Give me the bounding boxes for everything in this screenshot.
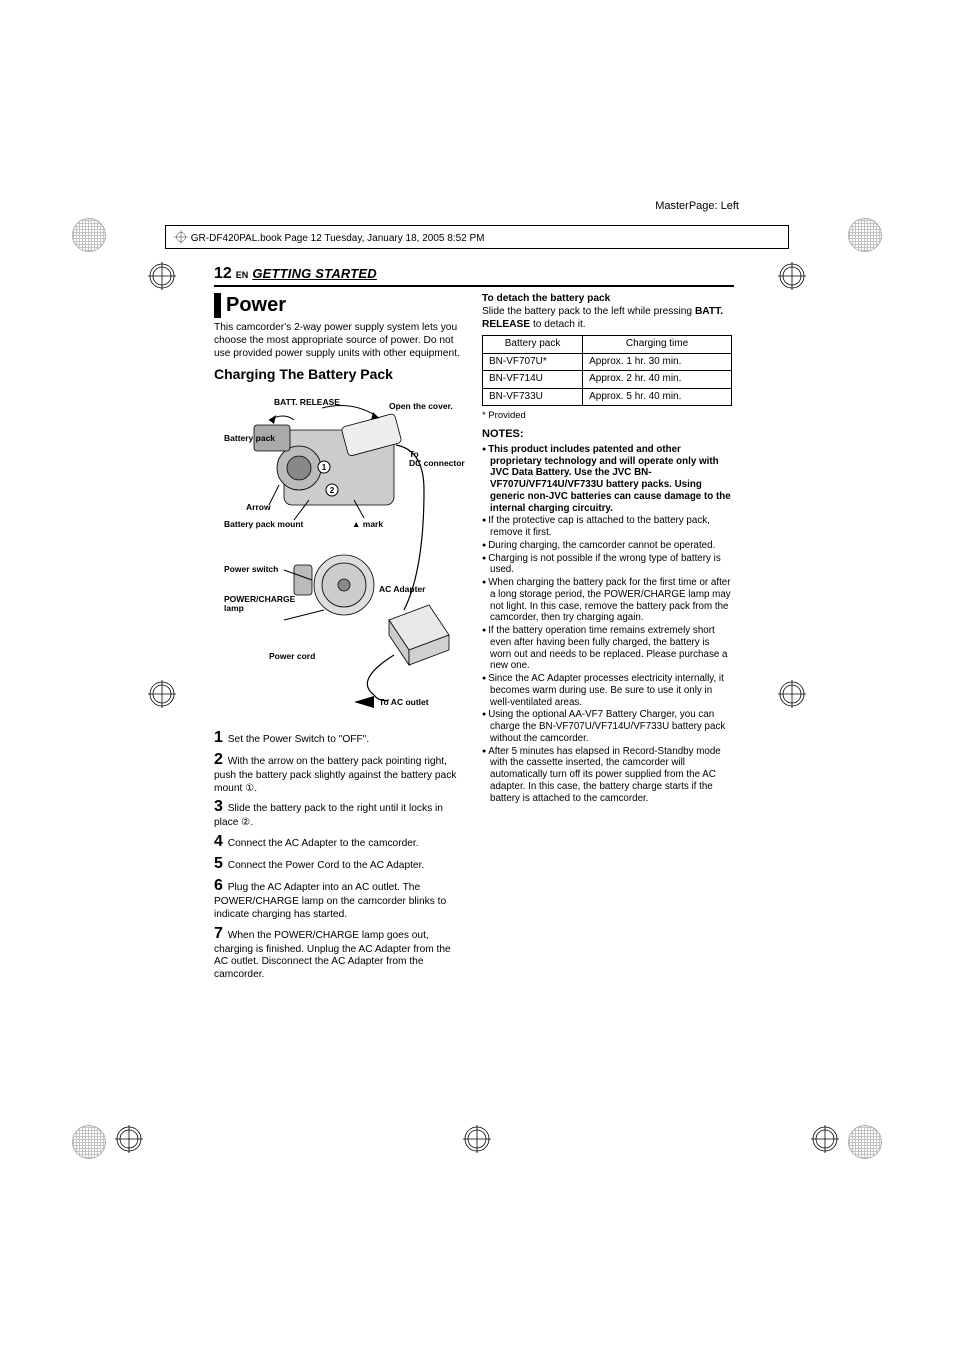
step-1: 1 Set the Power Switch to "OFF". [214,728,464,748]
step-4: 4 Connect the AC Adapter to the camcorde… [214,832,464,852]
print-globe-mark [72,1125,106,1159]
notes-list: This product includes patented and other… [482,444,732,805]
left-column: Power This camcorder's 2-way power suppl… [214,293,464,984]
book-metadata-text: GR-DF420PAL.book Page 12 Tuesday, Januar… [191,233,485,244]
note-item: Using the optional AA-VF7 Battery Charge… [482,709,732,744]
registration-mark [811,1125,839,1153]
table-row: BN-VF714UApprox. 2 hr. 40 min. [483,371,732,389]
label-bpm: Battery pack mount [224,520,303,529]
label-battery-pack: Battery pack [224,434,275,443]
right-column: To detach the battery pack Slide the bat… [482,293,732,984]
step-2: 2 With the arrow on the battery pack poi… [214,750,464,796]
running-head: 12 EN GETTING STARTED [214,265,734,287]
svg-text:1: 1 [322,463,327,472]
notes-heading: NOTES: [482,428,732,442]
th-charging-time: Charging time [583,336,732,354]
manual-page: MasterPage: Left GR-DF420PAL.book Page 1… [0,0,954,1351]
detach-heading: To detach the battery pack [482,293,732,306]
label-arrow: Arrow [246,503,271,512]
note-item: When charging the battery pack for the f… [482,577,732,624]
camcorder-diagram: 1 2 [224,390,454,720]
step-7: 7 When the POWER/CHARGE lamp goes out, c… [214,924,464,982]
section-title: GETTING STARTED [252,266,377,281]
label-batt-release: BATT. RELEASE [274,398,340,407]
table-row: BN-VF733UApprox. 5 hr. 40 min. [483,388,732,406]
note-item: Since the AC Adapter processes electrici… [482,673,732,708]
detach-body: Slide the battery pack to the left while… [482,306,732,332]
label-ac-adapter: AC Adapter [379,585,425,594]
registration-mark [148,262,176,290]
label-mark: ▲ mark [352,520,383,529]
heading-power: Power [214,293,464,318]
note-item: This product includes patented and other… [482,444,732,515]
registration-mark [778,262,806,290]
table-row: BN-VF707U*Approx. 1 hr. 30 min. [483,353,732,371]
svg-text:2: 2 [330,486,335,495]
table-header-row: Battery pack Charging time [483,336,732,354]
table-footnote: * Provided [482,410,732,422]
print-globe-mark [72,218,106,252]
page-content: 12 EN GETTING STARTED Power This camcord… [214,265,734,984]
label-open-cover: Open the cover. [389,402,453,411]
label-to-dc: To DC connector [409,450,465,469]
print-globe-mark [848,218,882,252]
label-power-cord: Power cord [269,652,315,661]
note-item: If the battery operation time remains ex… [482,625,732,672]
charging-time-table: Battery pack Charging time BN-VF707U*App… [482,335,732,406]
registration-mark [115,1125,143,1153]
note-item: During charging, the camcorder cannot be… [482,540,732,552]
registration-mark [463,1125,491,1153]
note-item: After 5 minutes has elapsed in Record-St… [482,746,732,805]
th-battery-pack: Battery pack [483,336,583,354]
label-to-ac: To AC outlet [379,698,429,707]
step-3: 3 Slide the battery pack to the right un… [214,797,464,830]
page-number: 12 [214,265,232,283]
lang-code: EN [236,270,249,280]
label-power-switch: Power switch [224,565,278,574]
book-metadata-line: GR-DF420PAL.book Page 12 Tuesday, Januar… [165,225,789,249]
step-5: 5 Connect the Power Cord to the AC Adapt… [214,854,464,874]
registration-mark [778,680,806,708]
step-6: 6 Plug the AC Adapter into an AC outlet.… [214,876,464,922]
intro-paragraph: This camcorder's 2-way power supply syst… [214,322,464,360]
note-item: Charging is not possible if the wrong ty… [482,553,732,577]
masterpage-label: MasterPage: Left [655,200,739,212]
note-item: If the protective cap is attached to the… [482,515,732,539]
steps-list: 1 Set the Power Switch to "OFF". 2 With … [214,728,464,982]
heading-charging: Charging The Battery Pack [214,366,464,384]
print-globe-mark [848,1125,882,1159]
registration-mark [148,680,176,708]
label-pc-lamp: POWER/CHARGE lamp [224,595,295,614]
